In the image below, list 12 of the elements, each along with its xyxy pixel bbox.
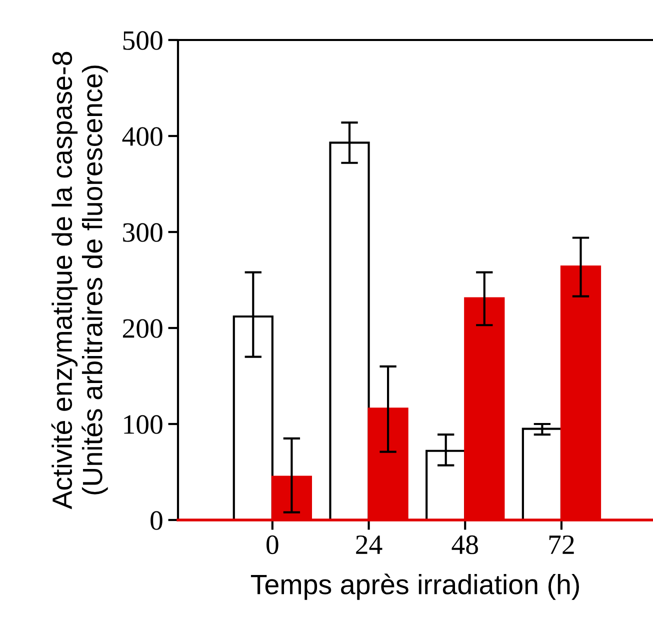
x-tick-label: 0 xyxy=(266,535,278,554)
x-axis-title: Temps après irradiation (h) xyxy=(250,574,579,600)
y-tick-label: 300 xyxy=(123,223,162,242)
y-tick-label: 0 xyxy=(150,511,162,530)
y-tick-label: 200 xyxy=(122,319,162,338)
x-tick-label: 72 xyxy=(549,535,574,554)
y-tick-label: 500 xyxy=(123,31,162,50)
y-axis-title: Activité enzymatique de la caspase-8 (Unités arbitraires de fluorescence) xyxy=(51,52,108,510)
y-tick-label: 400 xyxy=(122,127,162,146)
y-tick-label: 100 xyxy=(124,415,162,434)
x-tick-label: 48 xyxy=(452,535,478,554)
x-tick-label: 24 xyxy=(356,535,382,554)
